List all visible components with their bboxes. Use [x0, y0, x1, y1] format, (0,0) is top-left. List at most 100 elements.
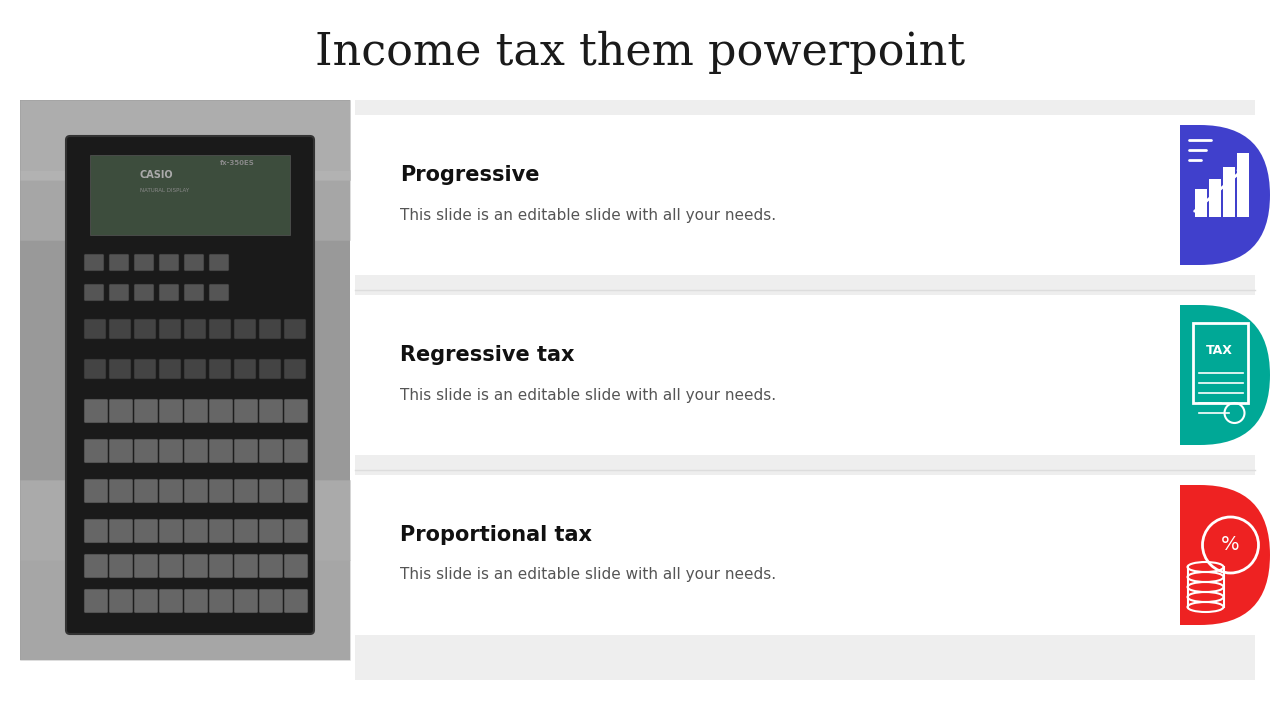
FancyBboxPatch shape: [84, 519, 108, 543]
Bar: [1194, 189, 1207, 217]
Text: CASIO: CASIO: [140, 170, 174, 180]
FancyBboxPatch shape: [184, 359, 206, 379]
FancyBboxPatch shape: [234, 359, 256, 379]
FancyBboxPatch shape: [234, 589, 259, 613]
FancyBboxPatch shape: [259, 589, 283, 613]
FancyBboxPatch shape: [184, 319, 206, 339]
FancyBboxPatch shape: [109, 554, 133, 578]
FancyBboxPatch shape: [159, 589, 183, 613]
FancyBboxPatch shape: [184, 439, 207, 463]
FancyBboxPatch shape: [209, 399, 233, 423]
FancyBboxPatch shape: [109, 479, 133, 503]
FancyBboxPatch shape: [159, 284, 179, 301]
Text: %: %: [1221, 536, 1240, 554]
Text: This slide is an editable slide with all your needs.: This slide is an editable slide with all…: [399, 387, 776, 402]
PathPatch shape: [1180, 485, 1270, 625]
FancyBboxPatch shape: [209, 479, 233, 503]
FancyBboxPatch shape: [159, 254, 179, 271]
FancyBboxPatch shape: [259, 319, 282, 339]
FancyBboxPatch shape: [209, 439, 233, 463]
Text: Regressive tax: Regressive tax: [399, 345, 575, 365]
FancyBboxPatch shape: [259, 439, 283, 463]
FancyBboxPatch shape: [284, 589, 308, 613]
PathPatch shape: [1180, 305, 1270, 445]
FancyBboxPatch shape: [284, 439, 308, 463]
FancyBboxPatch shape: [84, 589, 108, 613]
FancyBboxPatch shape: [209, 319, 230, 339]
FancyBboxPatch shape: [134, 254, 154, 271]
Bar: [20, 480, 349, 560]
FancyBboxPatch shape: [234, 319, 256, 339]
PathPatch shape: [1180, 125, 1270, 265]
FancyBboxPatch shape: [159, 554, 183, 578]
Text: This slide is an editable slide with all your needs.: This slide is an editable slide with all…: [399, 567, 776, 582]
FancyBboxPatch shape: [134, 439, 157, 463]
FancyBboxPatch shape: [84, 359, 106, 379]
FancyBboxPatch shape: [259, 479, 283, 503]
FancyBboxPatch shape: [109, 399, 133, 423]
Text: fx-350ES: fx-350ES: [220, 160, 255, 166]
FancyBboxPatch shape: [84, 439, 108, 463]
Bar: [355, 475, 1254, 635]
FancyBboxPatch shape: [209, 254, 229, 271]
Text: Income tax them powerpoint: Income tax them powerpoint: [315, 30, 965, 73]
FancyBboxPatch shape: [159, 519, 183, 543]
FancyBboxPatch shape: [134, 399, 157, 423]
FancyBboxPatch shape: [134, 284, 154, 301]
FancyBboxPatch shape: [134, 359, 156, 379]
FancyBboxPatch shape: [284, 399, 308, 423]
FancyBboxPatch shape: [184, 589, 207, 613]
FancyBboxPatch shape: [109, 254, 129, 271]
FancyBboxPatch shape: [134, 554, 157, 578]
FancyBboxPatch shape: [67, 136, 314, 634]
Bar: [355, 115, 1254, 275]
FancyBboxPatch shape: [209, 519, 233, 543]
Bar: [20, 100, 349, 660]
FancyBboxPatch shape: [159, 399, 183, 423]
FancyBboxPatch shape: [234, 399, 259, 423]
FancyBboxPatch shape: [109, 589, 133, 613]
FancyBboxPatch shape: [134, 319, 156, 339]
FancyBboxPatch shape: [184, 519, 207, 543]
FancyBboxPatch shape: [284, 479, 308, 503]
FancyBboxPatch shape: [284, 359, 306, 379]
Bar: [355, 100, 1254, 680]
FancyBboxPatch shape: [234, 439, 259, 463]
FancyBboxPatch shape: [109, 359, 131, 379]
Text: Progressive: Progressive: [399, 165, 539, 185]
Text: This slide is an editable slide with all your needs.: This slide is an editable slide with all…: [399, 207, 776, 222]
FancyBboxPatch shape: [84, 399, 108, 423]
Bar: [20, 560, 349, 660]
FancyBboxPatch shape: [184, 479, 207, 503]
FancyBboxPatch shape: [284, 519, 308, 543]
FancyBboxPatch shape: [184, 554, 207, 578]
Bar: [1208, 179, 1221, 217]
Text: NATURAL DISPLAY: NATURAL DISPLAY: [140, 187, 189, 192]
FancyBboxPatch shape: [284, 319, 306, 339]
FancyBboxPatch shape: [134, 519, 157, 543]
FancyBboxPatch shape: [234, 554, 259, 578]
FancyBboxPatch shape: [259, 399, 283, 423]
FancyBboxPatch shape: [259, 554, 283, 578]
Bar: [1236, 153, 1248, 217]
FancyBboxPatch shape: [84, 554, 108, 578]
FancyBboxPatch shape: [284, 554, 308, 578]
Bar: [1222, 167, 1234, 217]
FancyBboxPatch shape: [184, 284, 204, 301]
FancyBboxPatch shape: [209, 589, 233, 613]
FancyBboxPatch shape: [159, 319, 180, 339]
Bar: [1193, 323, 1248, 403]
FancyBboxPatch shape: [109, 439, 133, 463]
FancyBboxPatch shape: [109, 319, 131, 339]
FancyBboxPatch shape: [259, 359, 282, 379]
FancyBboxPatch shape: [159, 479, 183, 503]
FancyBboxPatch shape: [109, 519, 133, 543]
FancyBboxPatch shape: [84, 319, 106, 339]
FancyBboxPatch shape: [84, 254, 104, 271]
FancyBboxPatch shape: [109, 284, 129, 301]
FancyBboxPatch shape: [84, 479, 108, 503]
Text: TAX: TAX: [1206, 343, 1233, 356]
FancyBboxPatch shape: [84, 284, 104, 301]
FancyBboxPatch shape: [134, 479, 157, 503]
FancyBboxPatch shape: [134, 589, 157, 613]
